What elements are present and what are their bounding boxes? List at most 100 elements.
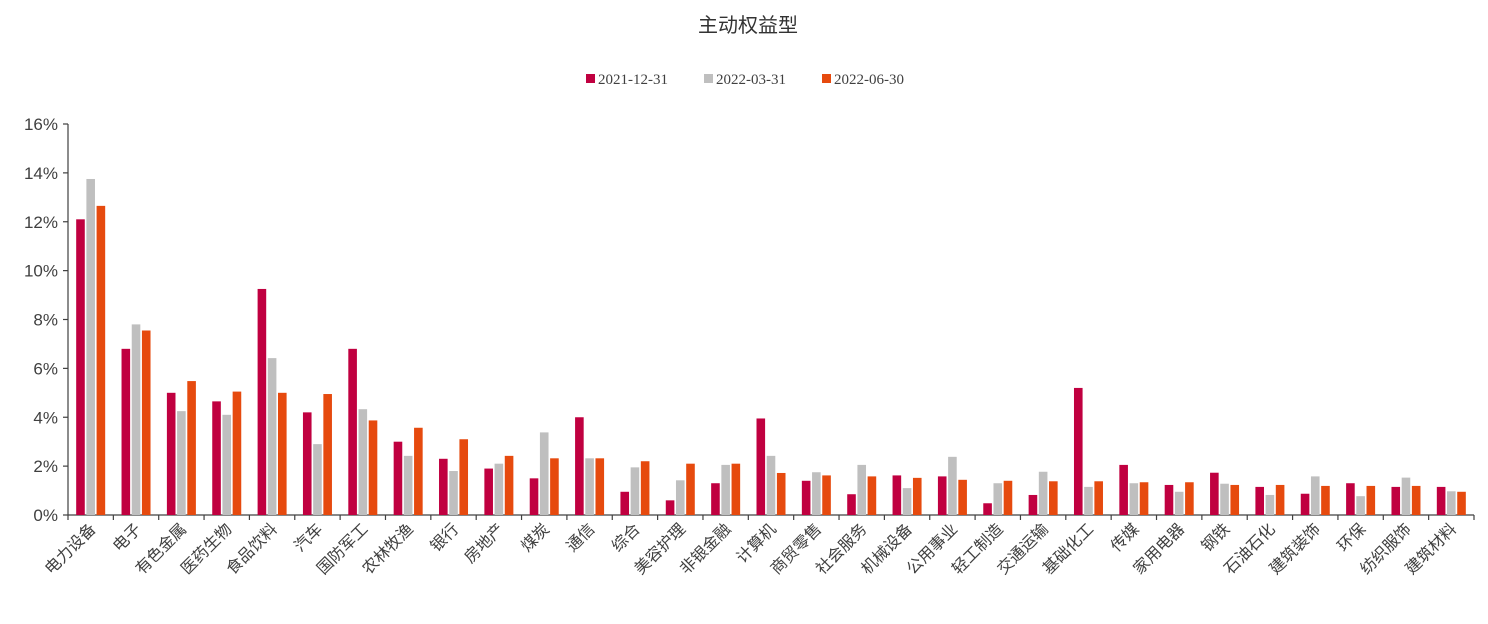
bar-2021-12-31-0 [76,219,85,515]
bar-2022-06-30-23 [1139,482,1149,515]
x-tick-label: 电子 [109,519,145,555]
x-tick-label: 电力设备 [41,519,100,578]
bar-2021-12-31-27 [1300,493,1310,515]
y-tick-label: 16% [24,115,58,134]
bar-2021-12-31-13 [665,500,675,515]
legend: 2021-12-31 2022-03-31 2022-06-30 [586,72,904,88]
legend-label-0: 2021-12-31 [598,72,668,88]
bar-2022-06-30-27 [1321,485,1330,515]
bar-2022-03-31-9 [494,463,504,515]
bar-2022-06-30-16 [822,475,831,515]
bar-2022-06-30-13 [686,463,695,515]
bar-2022-03-31-20 [993,483,1003,515]
legend-swatch-1 [704,74,713,83]
bar-2022-06-30-24 [1185,482,1194,515]
bar-2021-12-31-9 [484,468,493,515]
bar-2021-12-31-22 [1073,387,1083,515]
bar-2021-12-31-14 [711,483,720,515]
bar-2022-03-31-3 [222,414,232,515]
y-tick-label: 8% [33,311,58,330]
x-tick-label: 钢铁 [1197,519,1233,555]
bar-2022-06-30-6 [368,420,378,515]
bar-2022-03-31-14 [721,464,730,515]
bar-2021-12-31-5 [302,412,312,515]
bar-2022-03-31-23 [1129,483,1139,515]
x-tick-label: 汽车 [290,519,326,555]
bar-2021-12-31-28 [1346,483,1355,515]
x-tick-label: 环保 [1333,519,1369,555]
bar-2022-03-31-30 [1447,491,1456,515]
bar-2021-12-31-19 [937,476,947,515]
bar-2021-12-31-12 [620,491,630,515]
bar-2022-06-30-12 [640,461,650,515]
bars [76,178,1466,516]
bar-2022-03-31-5 [313,444,322,515]
bar-2022-03-31-6 [358,409,368,515]
bar-2022-03-31-17 [857,464,867,515]
y-tick-label: 6% [33,359,58,378]
x-tick-label: 农林牧渔 [358,519,417,578]
bar-2022-03-31-27 [1310,476,1320,515]
bar-2021-12-31-20 [983,503,992,515]
bar-2022-03-31-13 [675,480,685,515]
bar-2022-06-30-7 [414,427,423,515]
x-tick-label: 银行 [426,519,462,555]
bar-2021-12-31-1 [121,348,131,515]
x-tick-label: 建筑装饰 [1265,519,1324,578]
y-tick-label: 10% [24,262,58,281]
bar-2022-06-30-5 [323,394,332,515]
y-tick-label: 2% [33,457,58,476]
bar-2022-03-31-2 [177,411,186,515]
bar-2021-12-31-8 [439,458,448,515]
bar-2022-06-30-15 [776,472,786,515]
bar-2022-06-30-18 [912,477,922,515]
bar-2021-12-31-23 [1119,464,1128,515]
bar-2021-12-31-24 [1164,484,1174,515]
bar-2022-06-30-29 [1411,485,1421,515]
y-tick-label: 4% [33,408,58,427]
bar-2022-06-30-8 [459,439,469,515]
bar-2021-12-31-29 [1391,486,1401,515]
bar-2022-03-31-7 [403,455,413,515]
bar-2022-06-30-30 [1457,491,1466,515]
bar-2021-12-31-3 [212,401,221,515]
chart-title: 主动权益型 [698,13,798,37]
bar-2022-06-30-25 [1230,484,1240,515]
y-tick-label: 0% [33,506,58,525]
bar-2022-06-30-28 [1366,485,1376,515]
legend-swatch-0 [586,74,595,83]
bar-2022-06-30-2 [187,381,196,515]
bar-2022-06-30-11 [595,458,605,515]
bar-2022-06-30-20 [1003,480,1013,515]
bar-2022-03-31-11 [585,458,594,515]
bar-2022-06-30-4 [278,392,287,515]
bar-2021-12-31-26 [1255,486,1264,515]
bar-2022-03-31-28 [1356,496,1365,515]
bar-2021-12-31-4 [257,288,267,515]
bar-2022-03-31-12 [630,467,640,515]
x-tick-label: 建筑材料 [1401,519,1460,578]
bar-2021-12-31-18 [892,475,902,515]
x-tick-label: 房地产 [460,519,507,566]
y-axis: 0% 2% 4% 6% 8% 10% 12% 14% 16% [24,115,69,525]
bar-2022-06-30-22 [1094,481,1103,515]
bar-2022-03-31-4 [267,358,277,515]
bar-2022-06-30-0 [96,205,106,515]
bar-2022-03-31-10 [539,432,549,515]
bar-2021-12-31-7 [393,441,403,515]
bar-2022-06-30-21 [1049,481,1058,515]
bar-2021-12-31-21 [1028,494,1038,515]
bar-2022-03-31-1 [131,324,141,515]
bar-2022-06-30-10 [550,458,559,515]
bar-2021-12-31-25 [1210,472,1219,515]
legend-label-1: 2022-03-31 [716,72,786,88]
bar-2022-03-31-16 [812,472,821,515]
x-tick-label: 煤炭 [517,519,553,555]
x-tick-label: 通信 [562,519,598,555]
bar-2022-06-30-9 [504,455,514,515]
bar-2022-03-31-26 [1265,494,1275,515]
bar-2021-12-31-30 [1436,486,1446,515]
x-tick-label: 传媒 [1107,519,1143,555]
